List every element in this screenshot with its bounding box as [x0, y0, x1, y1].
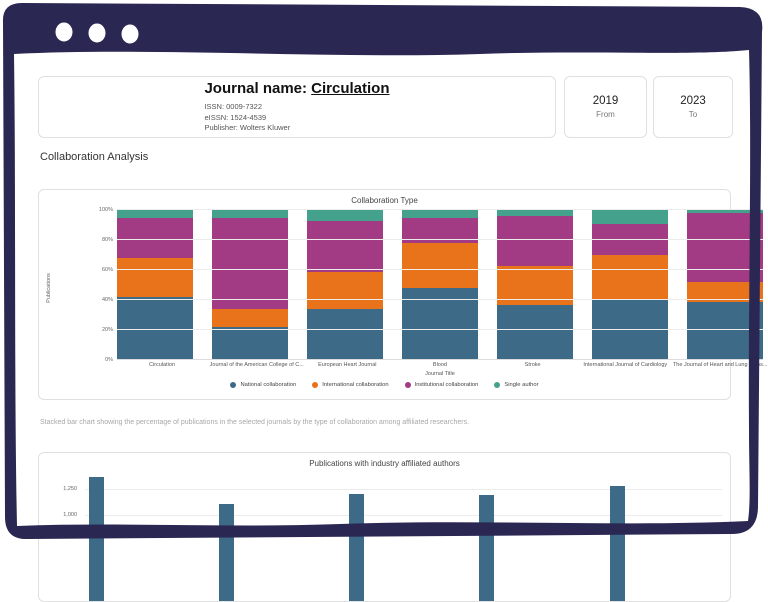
chart1-segment — [212, 217, 288, 309]
legend-dot-icon — [312, 382, 319, 388]
chart1-gridline — [117, 329, 763, 330]
year-to-value: 2023 — [680, 95, 706, 107]
chart1-segment — [212, 309, 288, 327]
chart1-segment — [117, 258, 193, 297]
chart1-x-tick-label: The Journal of Heart and Lung Trans... — [672, 362, 768, 368]
chart1-bars — [117, 210, 763, 360]
legend-dot-icon — [494, 382, 501, 388]
chart1-x-tick-label: International Journal of Cardiology — [583, 362, 668, 368]
chart1-bar-2 — [212, 210, 288, 360]
year-from-selector[interactable]: 2019 From — [564, 76, 647, 138]
chart1-x-labels: Circulation Journal of the American Colle… — [117, 362, 768, 368]
journal-meta: ISSN: 0009-7322 eISSN: 1524-4539 Publish… — [204, 102, 389, 135]
legend-item: Single author — [494, 382, 539, 388]
journal-header-card: Journal name: Circulation ISSN: 0009-732… — [38, 76, 556, 138]
chart1-x-axis-label: Journal Title — [425, 371, 455, 377]
chart2-bar-1 — [88, 476, 104, 601]
year-from-label: From — [596, 110, 615, 119]
chart1-y-tick: 60% — [101, 267, 113, 273]
journal-header: Journal name: Circulation ISSN: 0009-732… — [204, 80, 389, 135]
chart1-segment — [497, 216, 573, 266]
chart1-y-tick: 100% — [98, 207, 113, 213]
page-content: Journal name: Circulation ISSN: 0009-732… — [38, 76, 767, 602]
legend-label: International collaboration — [322, 382, 389, 388]
chart1-y-tick: 0% — [105, 357, 113, 363]
chart2-y-tick: 1,250 — [63, 486, 77, 493]
chart1-segment — [687, 213, 763, 282]
chart2-y-tick: 1,000 — [63, 512, 77, 519]
chart1-segment — [592, 210, 668, 224]
legend-dot-icon — [230, 382, 237, 388]
chart1-y-tick: 40% — [101, 297, 113, 303]
journal-issn: ISSN: 0009-7322 — [204, 101, 263, 111]
chart1-legend: National collaboration International coll… — [39, 382, 730, 388]
journal-publisher: Publisher: Wolters Kluwer — [204, 123, 291, 133]
year-from-value: 2019 — [592, 95, 619, 107]
chart1-x-tick-label: Journal of the American College of C... — [209, 362, 304, 368]
collaboration-type-chart-card: Collaboration Type Publications Circulat… — [38, 189, 767, 400]
chart1-segment — [307, 220, 383, 272]
chart1-bar-3 — [307, 210, 383, 360]
industry-authors-chart-card: Publications with industry affiliated au… — [38, 452, 731, 602]
chart1-caption: Stacked bar chart showing the percentage… — [40, 419, 470, 426]
chart1-segment — [117, 210, 193, 218]
chart1-x-tick-label: Circulation — [149, 362, 175, 368]
chart1-segment — [307, 271, 383, 309]
legend-label: National collaboration — [240, 382, 297, 388]
legend-item: Institutional collaboration — [404, 382, 479, 388]
journal-eissn: eISSN: 1524-4539 — [204, 112, 267, 122]
legend-item: National collaboration — [230, 382, 296, 388]
journal-name-link[interactable]: Circulation — [311, 79, 390, 97]
chart1-bar-6 — [592, 210, 668, 360]
legend-item: International collaboration — [312, 382, 389, 388]
journal-title: Journal name: Circulation — [204, 80, 389, 97]
chart1-plot-area — [117, 209, 763, 360]
chart1-gridline — [117, 299, 763, 300]
chart1-segment — [497, 304, 573, 360]
chart1-gridline — [117, 269, 763, 270]
chart1-segment — [402, 210, 478, 218]
chart2-title: Publications with industry affiliated au… — [309, 459, 460, 468]
chart2-bar-4 — [479, 495, 495, 601]
chart1-y-axis-label: Publications — [46, 273, 52, 303]
journal-name-label: Journal name: — [204, 79, 312, 97]
chart1-segment — [687, 301, 763, 360]
chart2-bar-3 — [349, 494, 364, 601]
chart2-gridline — [85, 489, 722, 491]
chart1-y-tick: 20% — [101, 327, 113, 333]
chart1-bar-5 — [497, 210, 573, 360]
legend-label: Single author — [504, 382, 539, 388]
chart1-bar-4 — [402, 210, 478, 360]
chart1-gridline — [117, 209, 763, 210]
chart1-segment — [307, 309, 383, 360]
year-to-selector[interactable]: 2023 To — [653, 76, 733, 138]
section-title: Collaboration Analysis — [40, 151, 149, 163]
chart1-bar-7 — [687, 210, 763, 360]
year-to-label: To — [688, 110, 698, 119]
chart1-x-tick-label: Blood — [432, 362, 447, 368]
chart1-segment — [592, 255, 668, 300]
chart1-segment — [592, 300, 668, 360]
chart2-gridline — [85, 515, 722, 517]
chart1-segment — [307, 210, 383, 221]
legend-dot-icon — [404, 382, 411, 388]
chart1-title: Collaboration Type — [351, 196, 418, 205]
chart1-segment — [212, 210, 288, 218]
chart1-segment — [212, 327, 288, 360]
chart1-bar-1 — [117, 210, 193, 360]
chart1-segment — [402, 243, 478, 288]
chart1-x-tick-label: Stroke — [524, 362, 541, 368]
chart1-y-tick: 80% — [101, 237, 113, 243]
chart1-gridline — [117, 359, 763, 360]
chart1-gridline — [117, 239, 763, 240]
chart2-bar-5 — [609, 486, 625, 601]
chart1-segment — [117, 217, 193, 258]
chart2-bar-2 — [218, 504, 234, 601]
chart1-x-tick-label: European Heart Journal — [318, 362, 377, 368]
legend-label: Institutional collaboration — [414, 382, 479, 388]
